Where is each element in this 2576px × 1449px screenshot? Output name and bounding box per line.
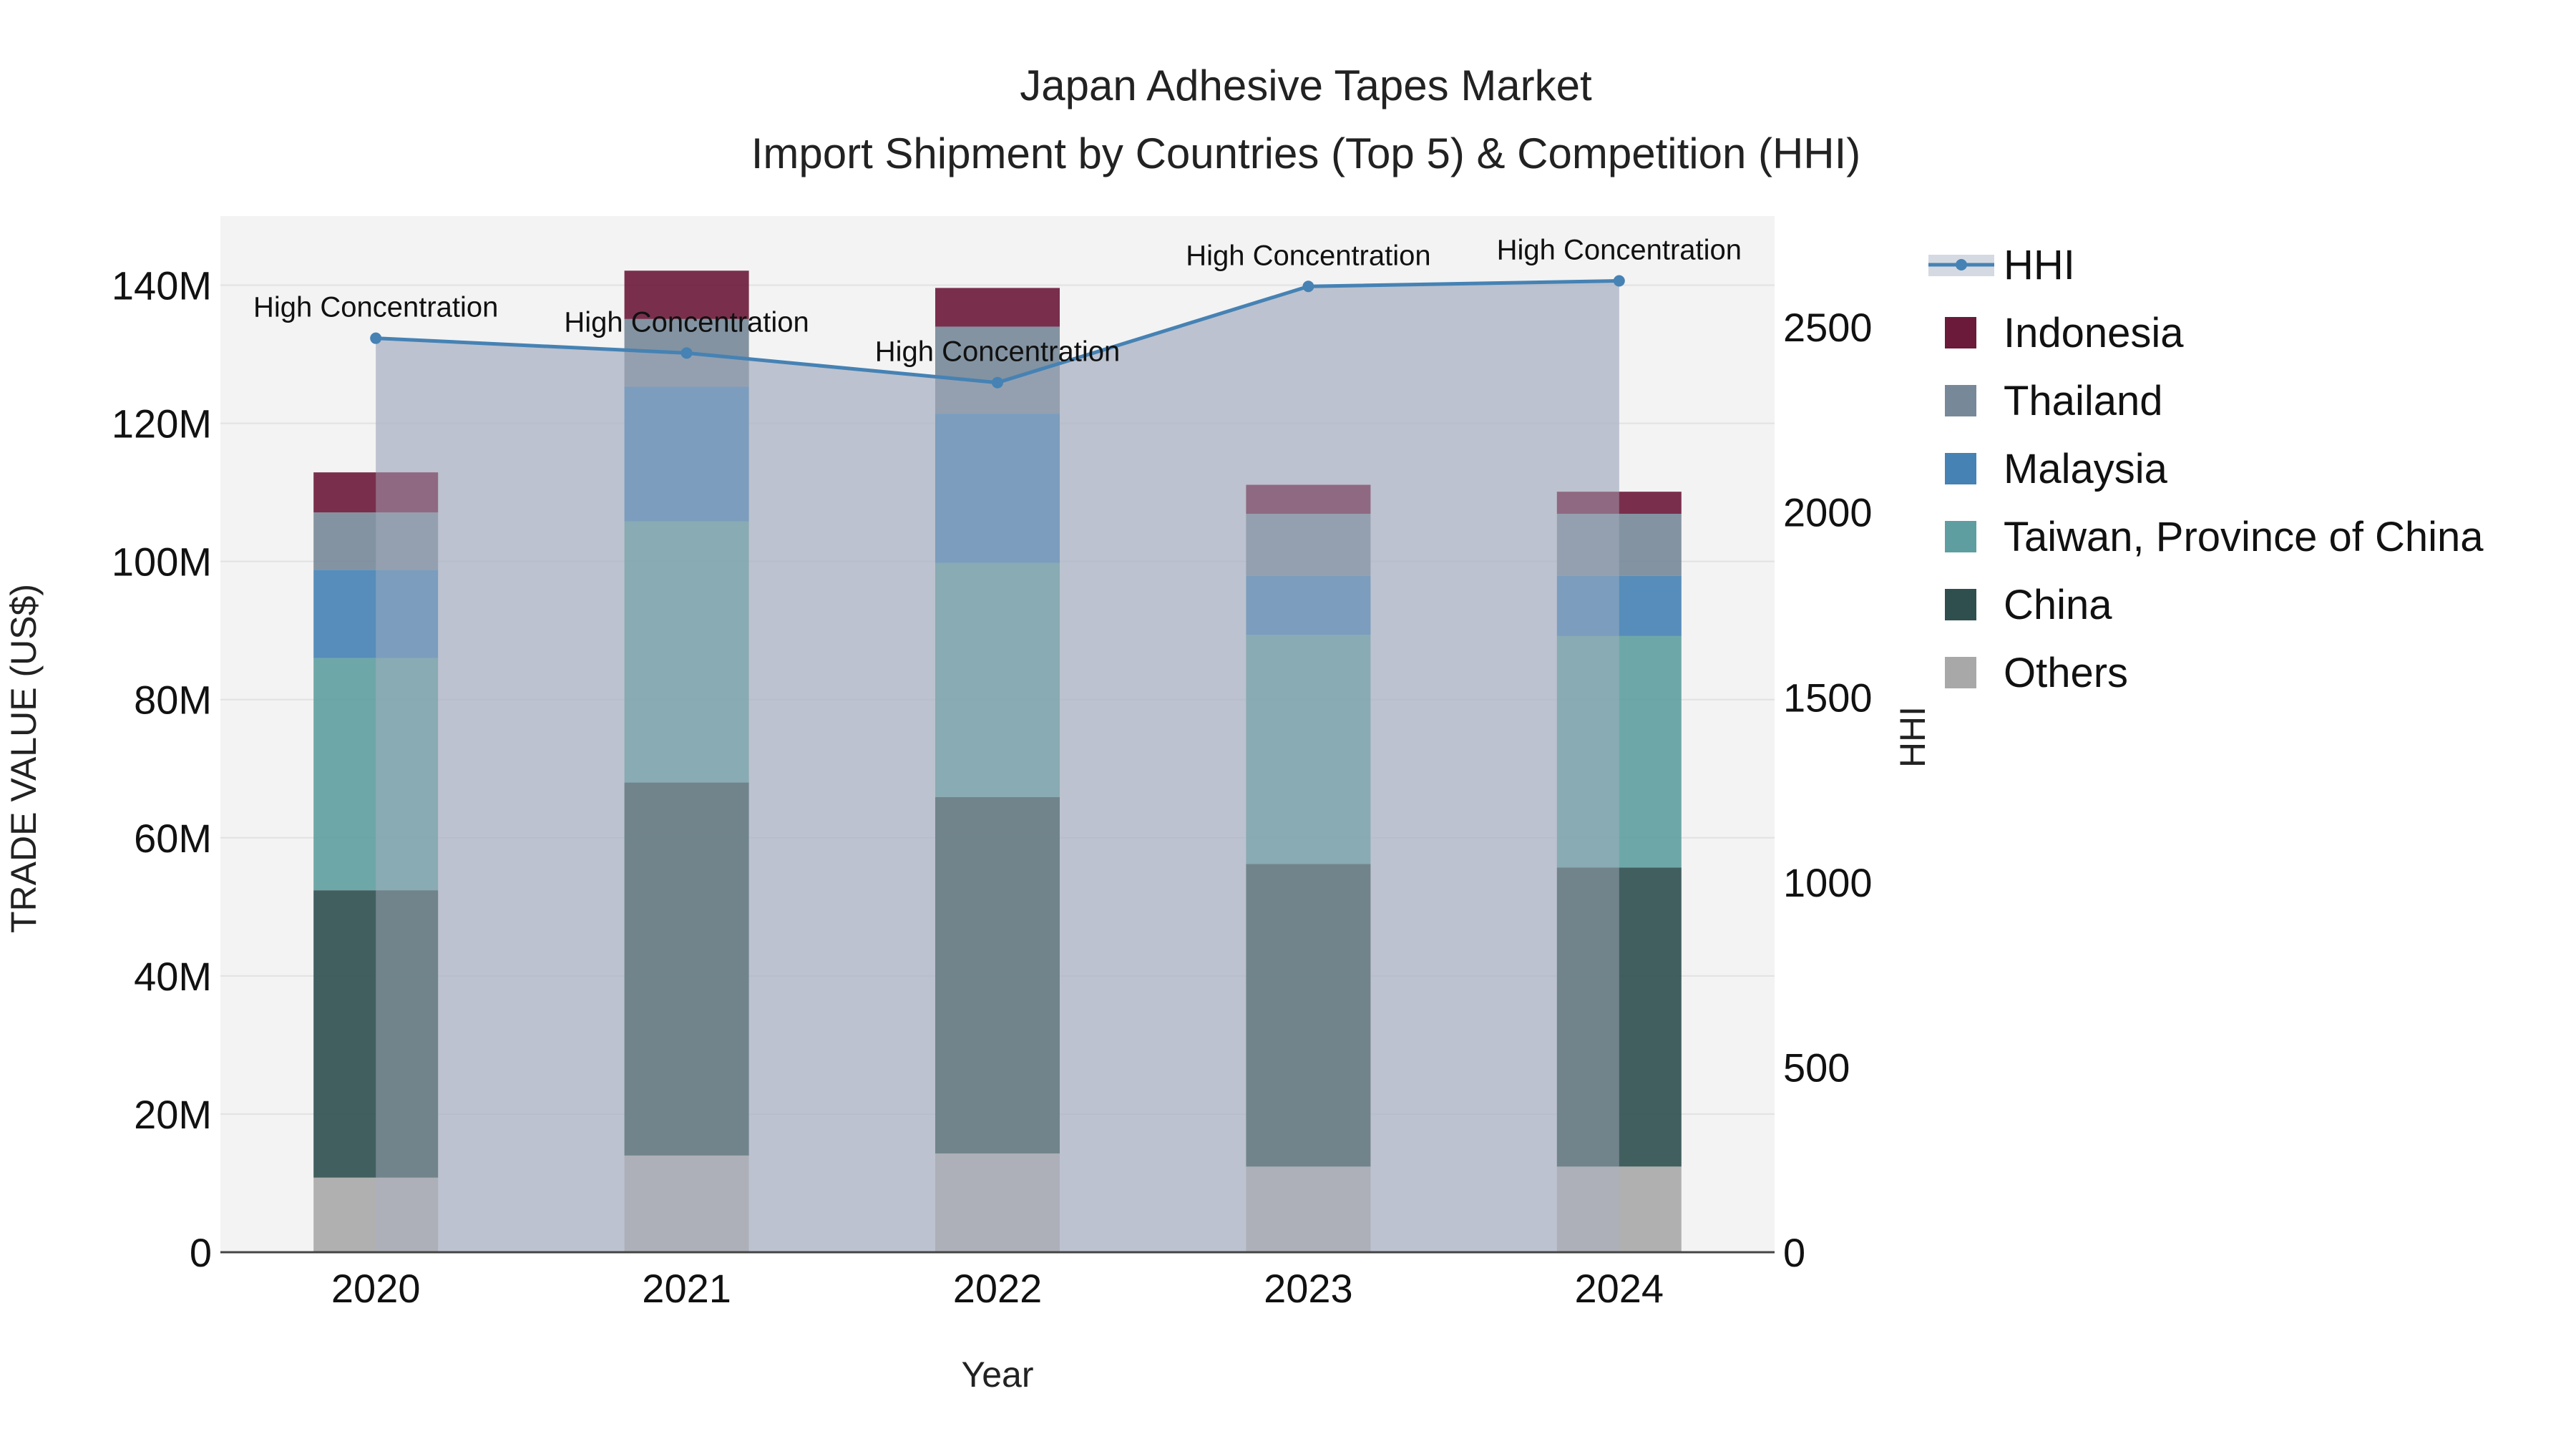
bar-indonesia-2023	[1246, 484, 1371, 514]
y-tick-label: 120M	[112, 401, 212, 447]
x-tick-label-2024: 2024	[1575, 1266, 1664, 1311]
annotation-2020: High Concentration	[253, 292, 498, 323]
y-tick-label: 140M	[112, 263, 212, 308]
bar-taiwan-province-of-china-2023	[1246, 634, 1371, 864]
y-axis-title: TRADE VALUE (US$)	[4, 584, 44, 933]
legend-label-malaysia: Malaysia	[2004, 446, 2168, 492]
bar-malaysia-2020	[313, 570, 439, 658]
y-tick-label: 40M	[134, 954, 212, 999]
y2-tick-label: 1500	[1783, 675, 1873, 720]
bar-taiwan-province-of-china-2020	[313, 658, 439, 891]
x-axis-ticks: 2020 2021 2022 2023 2024	[331, 1266, 1664, 1311]
y2-tick-label: 1000	[1783, 860, 1873, 905]
hhi-point-2020	[370, 332, 382, 344]
bar-malaysia-2021	[624, 386, 749, 522]
bar-indonesia-2020	[313, 472, 439, 513]
bar-china-2021	[624, 782, 749, 1156]
x-tick-label-2020: 2020	[331, 1266, 421, 1311]
legend-label-indonesia: Indonesia	[2004, 310, 2184, 356]
bars	[313, 270, 1682, 1252]
y2-tick-label: 500	[1783, 1045, 1850, 1090]
bar-malaysia-2024	[1556, 575, 1682, 636]
annotation-2021: High Concentration	[564, 306, 809, 338]
bar-thailand-2020	[313, 512, 439, 570]
legend-swatch-hhi-marker	[1956, 259, 1967, 270]
bar-malaysia-2023	[1246, 575, 1371, 635]
chart-subtitle: Import Shipment by Countries (Top 5) & C…	[751, 130, 1861, 177]
y-tick-label: 100M	[112, 540, 212, 585]
legend-label-others: Others	[2004, 650, 2128, 696]
legend-swatch-malaysia	[1945, 453, 1976, 484]
y-tick-label: 80M	[134, 678, 212, 723]
x-axis-title: Year	[961, 1355, 1033, 1395]
legend: HHI Indonesia Thailand Malaysia Taiwan, Prov…	[1928, 242, 2484, 696]
bar-thailand-2023	[1246, 514, 1371, 576]
y2-tick-label: 2500	[1783, 305, 1873, 350]
legend-swatch-china	[1945, 589, 1976, 620]
bar-taiwan-province-of-china-2022	[935, 562, 1060, 797]
x-tick-label-2023: 2023	[1264, 1266, 1353, 1311]
bar-taiwan-province-of-china-2021	[624, 521, 749, 783]
y2-tick-label: 0	[1783, 1230, 1805, 1275]
legend-swatch-thailand	[1945, 385, 1976, 416]
bar-others-2024	[1556, 1166, 1682, 1252]
bar-others-2021	[624, 1155, 749, 1252]
hhi-area-overlay	[376, 280, 1619, 1252]
y-tick-label: 60M	[134, 816, 212, 861]
y2-axis-ticks: 0 500 1000 1500 2000 2500	[1783, 305, 1873, 1275]
annotation-2024: High Concentration	[1497, 235, 1742, 266]
bar-others-2022	[935, 1153, 1060, 1252]
bar-indonesia-2021	[624, 270, 749, 319]
hhi-point-2022	[992, 376, 1003, 389]
bar-china-2023	[1246, 864, 1371, 1167]
hhi-line-group	[370, 275, 1625, 389]
bar-china-2022	[935, 796, 1060, 1153]
hhi-point-2021	[680, 347, 693, 359]
bar-thailand-2024	[1556, 514, 1682, 576]
bar-indonesia-2024	[1556, 492, 1682, 514]
chart-title: Japan Adhesive Tapes Market	[1020, 62, 1592, 109]
y-tick-label: 0	[190, 1230, 212, 1275]
legend-label-hhi: HHI	[2004, 242, 2075, 288]
bar-others-2023	[1246, 1166, 1371, 1252]
bar-china-2024	[1556, 867, 1682, 1167]
x-tick-label-2022: 2022	[953, 1266, 1043, 1311]
bar-malaysia-2022	[935, 414, 1060, 563]
legend-swatch-taiwan-province-of-china	[1945, 521, 1976, 552]
y2-axis-title: HHI	[1893, 706, 1933, 768]
legend-label-china: China	[2004, 582, 2112, 628]
legend-label-taiwan-province-of-china: Taiwan, Province of China	[2004, 514, 2484, 560]
bar-indonesia-2022	[935, 288, 1060, 327]
bar-others-2020	[313, 1177, 439, 1252]
annotation-2023: High Concentration	[1186, 240, 1430, 271]
annotation-2022: High Concentration	[875, 336, 1120, 368]
y2-tick-label: 2000	[1783, 490, 1873, 535]
legend-label-thailand: Thailand	[2004, 378, 2162, 424]
bar-taiwan-province-of-china-2024	[1556, 635, 1682, 868]
annotations: High Concentration High Concentration High…	[253, 235, 1742, 368]
hhi-point-2024	[1613, 275, 1625, 287]
hhi-point-2023	[1302, 280, 1314, 293]
y-axis-ticks: 0 20M 40M 60M 80M 100M 120M 140M	[112, 263, 212, 1275]
legend-swatch-others	[1945, 657, 1976, 688]
x-tick-label-2021: 2021	[642, 1266, 731, 1311]
bar-china-2020	[313, 890, 439, 1178]
legend-swatch-indonesia	[1945, 317, 1976, 348]
y-tick-label: 20M	[134, 1092, 212, 1137]
